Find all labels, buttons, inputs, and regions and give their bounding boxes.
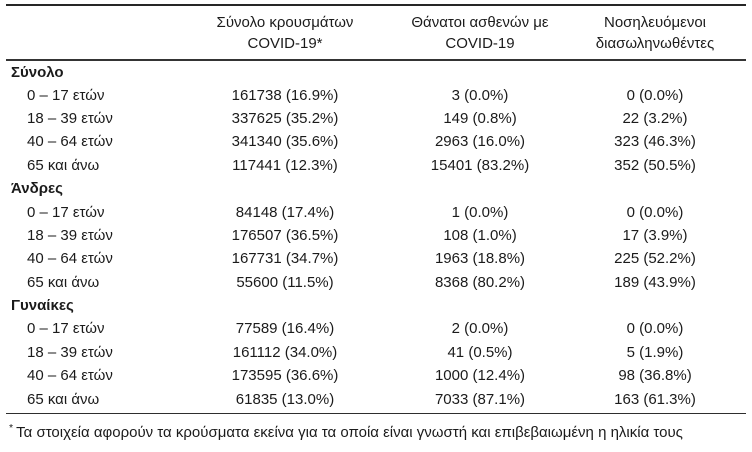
cases-value: 341340 (35.6%): [231, 133, 339, 151]
table-row: 40 – 64 ετών 341340 (35.6%) 2963 (16.0%) 32…: [6, 130, 746, 153]
intubated-value: 323 (46.3%): [614, 133, 696, 151]
deaths-value: 2963 (16.0%): [434, 133, 526, 151]
header-total-cases: Σύνολο κρουσμάτων COVID-19*: [174, 5, 396, 61]
intubated-value: 17 (3.9%): [622, 226, 688, 244]
section-label: Γυναίκες: [11, 297, 74, 315]
header-intubated: Νοσηλευόμενοι διασωληνωθέντες: [564, 5, 746, 61]
table-row: 18 – 39 ετών 161112 (34.0%) 41 (0.5%) 5 (1.…: [6, 341, 746, 364]
table-row: 18 – 39 ετών 337625 (35.2%) 149 (0.8%) 22 (…: [6, 107, 746, 130]
section-header-row: Σύνολο: [6, 60, 746, 83]
table-row: 40 – 64 ετών 173595 (36.6%) 1000 (12.4%) 98…: [6, 364, 746, 387]
cases-value: 173595 (36.6%): [231, 367, 339, 385]
age-group-label: 18 – 39 ετών: [27, 343, 113, 361]
footnote: * Τα στοιχεία αφορούν τα κρούσματα εκείνα…: [6, 412, 746, 442]
age-group-label: 0 – 17 ετών: [27, 203, 105, 221]
intubated-value: 225 (52.2%): [614, 250, 696, 268]
section-header-row: Γυναίκες: [6, 294, 746, 317]
intubated-value: 98 (36.8%): [618, 367, 692, 385]
table-row: 0 – 17 ετών 77589 (16.4%) 2 (0.0%) 0 (0.0%): [6, 317, 746, 340]
deaths-value: 8368 (80.2%): [434, 273, 526, 291]
table-row: 40 – 64 ετών 167731 (34.7%) 1963 (18.8%) 22…: [6, 247, 746, 270]
intubated-value: 0 (0.0%): [626, 86, 684, 104]
intubated-value: 0 (0.0%): [626, 320, 684, 338]
table-row: 0 – 17 ετών 161738 (16.9%) 3 (0.0%) 0 (0.0%…: [6, 83, 746, 106]
footnote-text: Τα στοιχεία αφορούν τα κρούσματα εκείνα …: [16, 423, 683, 441]
intubated-value: 189 (43.9%): [614, 273, 696, 291]
header-deaths-line2: COVID-19: [445, 34, 515, 52]
age-group-label: 40 – 64 ετών: [27, 133, 113, 151]
deaths-value: 149 (0.8%): [443, 109, 517, 127]
intubated-value: 352 (50.5%): [614, 156, 696, 174]
cases-value: 167731 (34.7%): [231, 250, 339, 268]
header-deaths-line1: Θάνατοι ασθενών με: [411, 13, 549, 31]
age-group-label: 65 και άνω: [27, 273, 100, 291]
section-header-row: Άνδρες: [6, 177, 746, 200]
age-group-label: 0 – 17 ετών: [27, 86, 105, 104]
table-row: 65 και άνω 117441 (12.3%) 15401 (83.2%) 352…: [6, 154, 746, 177]
cases-value: 117441 (12.3%): [232, 156, 338, 174]
age-group-label: 18 – 39 ετών: [27, 226, 113, 244]
age-group-label: 40 – 64 ετών: [27, 367, 113, 385]
deaths-value: 3 (0.0%): [451, 86, 509, 104]
table-row: 18 – 39 ετών 176507 (36.5%) 108 (1.0%) 17 (…: [6, 224, 746, 247]
section-label: Άνδρες: [11, 180, 63, 198]
deaths-value: 1963 (18.8%): [434, 250, 526, 268]
deaths-value: 108 (1.0%): [443, 226, 517, 244]
age-group-label: 65 και άνω: [27, 390, 100, 408]
table-row: 0 – 17 ετών 84148 (17.4%) 1 (0.0%) 0 (0.0%): [6, 200, 746, 223]
age-group-label: 65 και άνω: [27, 156, 100, 174]
deaths-value: 1000 (12.4%): [434, 367, 526, 385]
header-row: Σύνολο κρουσμάτων COVID-19* Θάνατοι ασθε…: [6, 5, 746, 61]
header-total-cases-line1: Σύνολο κρουσμάτων: [216, 13, 354, 31]
deaths-value: 7033 (87.1%): [434, 390, 526, 408]
intubated-value: 163 (61.3%): [614, 390, 696, 408]
age-group-label: 40 – 64 ετών: [27, 250, 113, 268]
age-group-label: 18 – 39 ετών: [27, 109, 113, 127]
cases-value: 176507 (36.5%): [231, 226, 339, 244]
intubated-value: 5 (1.9%): [626, 343, 684, 361]
header-intubated-line1: Νοσηλευόμενοι: [603, 13, 706, 31]
header-deaths: Θάνατοι ασθενών με COVID-19: [396, 5, 564, 61]
cases-value: 84148 (17.4%): [235, 203, 335, 221]
cases-value: 55600 (11.5%): [236, 273, 334, 291]
deaths-value: 1 (0.0%): [451, 203, 509, 221]
cases-value: 61835 (13.0%): [235, 390, 335, 408]
footnote-asterisk: *: [9, 421, 14, 434]
covid-age-table: Σύνολο κρουσμάτων COVID-19* Θάνατοι ασθε…: [6, 4, 746, 411]
table-row: 65 και άνω 55600 (11.5%) 8368 (80.2%) 189 (…: [6, 271, 746, 294]
table-row: 65 και άνω 61835 (13.0%) 7033 (87.1%) 163 (…: [6, 387, 746, 410]
cases-value: 337625 (35.2%): [231, 109, 339, 127]
intubated-value: 0 (0.0%): [626, 203, 684, 221]
cases-value: 161112 (34.0%): [232, 343, 338, 361]
header-intubated-line2: διασωληνωθέντες: [595, 34, 715, 52]
deaths-value: 15401 (83.2%): [430, 156, 530, 174]
cases-value: 161738 (16.9%): [231, 86, 339, 104]
cases-value: 77589 (16.4%): [235, 320, 335, 338]
intubated-value: 22 (3.2%): [622, 109, 688, 127]
header-total-cases-line2: COVID-19*: [247, 34, 323, 52]
header-empty-cell: [6, 5, 174, 61]
deaths-value: 2 (0.0%): [451, 320, 509, 338]
section-label: Σύνολο: [11, 63, 64, 81]
age-group-label: 0 – 17 ετών: [27, 320, 105, 338]
deaths-value: 41 (0.5%): [447, 343, 513, 361]
